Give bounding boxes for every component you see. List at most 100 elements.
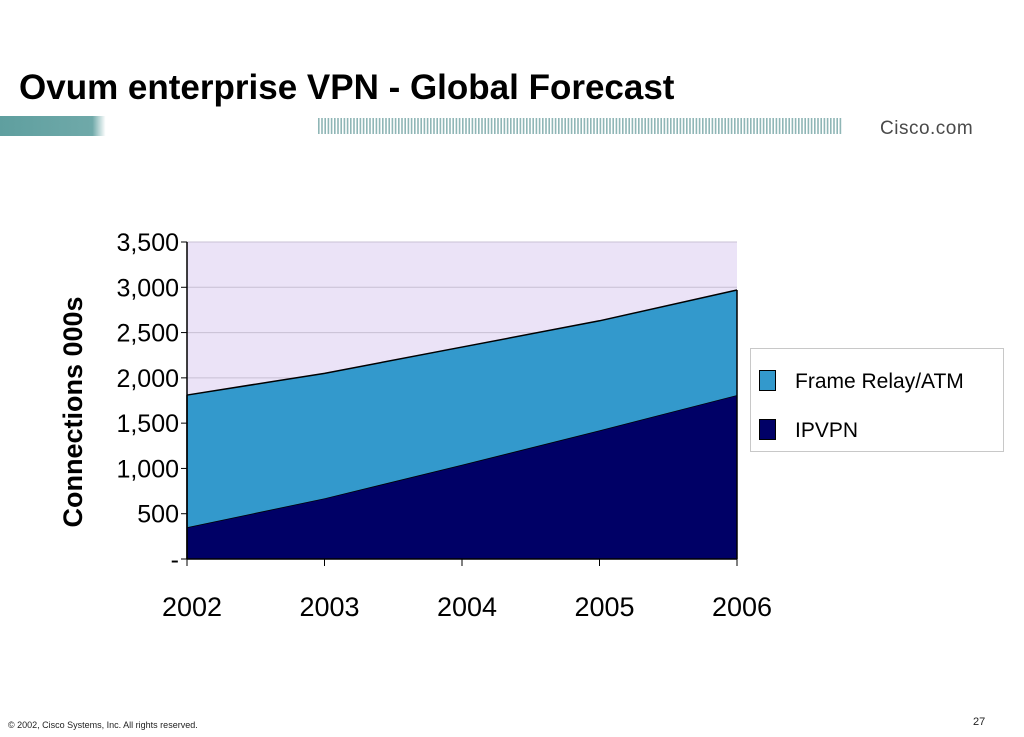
banner-stripe (737, 118, 739, 134)
banner-stripe (334, 118, 336, 134)
banner-stripe (807, 118, 810, 134)
chart-legend: Frame Relay/ATM IPVPN (750, 348, 1004, 452)
banner-stripe (590, 118, 592, 134)
banner-stripe (398, 118, 400, 134)
banner-stripe (641, 118, 643, 134)
banner-stripe (820, 118, 822, 134)
banner-stripe (350, 118, 352, 134)
banner-stripe (538, 118, 541, 134)
banner-stripe (657, 118, 659, 134)
banner-stripe (839, 118, 842, 134)
banner-stripe (449, 118, 451, 134)
banner-stripe (372, 118, 374, 134)
banner-stripe (740, 118, 742, 134)
banner-stripe (478, 118, 480, 134)
banner-stripe (318, 118, 320, 134)
banner-stripe (359, 118, 362, 134)
banner-stripe (769, 118, 771, 134)
banner-stripe (622, 118, 624, 134)
banner-stripe (542, 118, 544, 134)
banner-stripe (548, 118, 550, 134)
banner-stripe (436, 118, 438, 134)
banner-stripe (762, 118, 765, 134)
legend-swatch-frame-relay (759, 370, 776, 391)
banner-stripe (782, 118, 784, 134)
banner-stripe (718, 118, 720, 134)
banner-stripe (615, 118, 618, 134)
banner-stripe (506, 118, 509, 134)
banner-stripe (814, 118, 816, 134)
banner-stripe (660, 118, 662, 134)
banner-stripe (516, 118, 518, 134)
banner-stripe (391, 118, 394, 134)
banner-stripe (465, 118, 467, 134)
banner-stripe (430, 118, 432, 134)
banner-stripe (644, 118, 646, 134)
banner-stripe (519, 118, 522, 134)
banner-stripe (734, 118, 736, 134)
header-banner (0, 116, 842, 136)
banner-stripe (750, 118, 752, 134)
banner-stripe (570, 118, 573, 134)
banner-stripe (794, 118, 797, 134)
area-ipvpn (187, 395, 737, 559)
banner-stripe (708, 118, 710, 134)
banner-stripe (474, 118, 477, 134)
banner-stripes (318, 118, 842, 134)
banner-stripe (500, 118, 502, 134)
banner-stripe (410, 118, 413, 134)
banner-stripe (327, 118, 330, 134)
banner-stripe (503, 118, 506, 134)
banner-stripe (830, 118, 832, 134)
banner-stripe (401, 118, 403, 134)
slide-title: Ovum enterprise VPN - Global Forecast (19, 68, 675, 107)
banner-stripe (785, 118, 787, 134)
banner-stripe (558, 118, 560, 134)
y-tick-label: 2,000 (116, 365, 179, 393)
banner-stripe (756, 118, 758, 134)
banner-stripe (535, 118, 538, 134)
banner-stripe (388, 118, 390, 134)
banner-stripe (330, 118, 333, 134)
banner-stripe (362, 118, 365, 134)
x-tick-label: 2005 (574, 592, 634, 622)
banner-stripe (654, 118, 656, 134)
banner-stripe (689, 118, 691, 134)
banner-stripe (724, 118, 726, 134)
banner-stripe (574, 118, 576, 134)
banner-stripe (727, 118, 730, 134)
banner-stripe (775, 118, 778, 134)
copyright-text: © 2002, Cisco Systems, Inc. All rights r… (8, 720, 198, 730)
banner-stripe (567, 118, 570, 134)
banner-stripe (378, 118, 381, 134)
banner-stripe (612, 118, 614, 134)
banner-stripe (759, 118, 762, 134)
banner-stripe (698, 118, 701, 134)
banner-stripe (529, 118, 531, 134)
banner-stripe (743, 118, 746, 134)
banner-stripe (510, 118, 512, 134)
banner-stripe (634, 118, 637, 134)
banner-stripe (826, 118, 829, 134)
banner-stripe (385, 118, 387, 134)
banner-stripe (817, 118, 819, 134)
banner-stripe (420, 118, 422, 134)
banner-stripe (599, 118, 602, 134)
banner-stripe (442, 118, 445, 134)
banner-stripe (522, 118, 525, 134)
banner-stripe (455, 118, 458, 134)
banner-stripe (417, 118, 419, 134)
banner-stripe (609, 118, 611, 134)
banner-stripe (682, 118, 685, 134)
banner-stripe (593, 118, 595, 134)
banner-stripe (407, 118, 410, 134)
y-tick-label: - (171, 546, 179, 574)
banner-stripe (526, 118, 528, 134)
y-tick-label: 1,000 (116, 455, 179, 483)
banner-stripe (746, 118, 749, 134)
banner-stripe (836, 118, 838, 134)
banner-stripe (788, 118, 790, 134)
banner-stripe (513, 118, 515, 134)
banner-stripe (686, 118, 688, 134)
